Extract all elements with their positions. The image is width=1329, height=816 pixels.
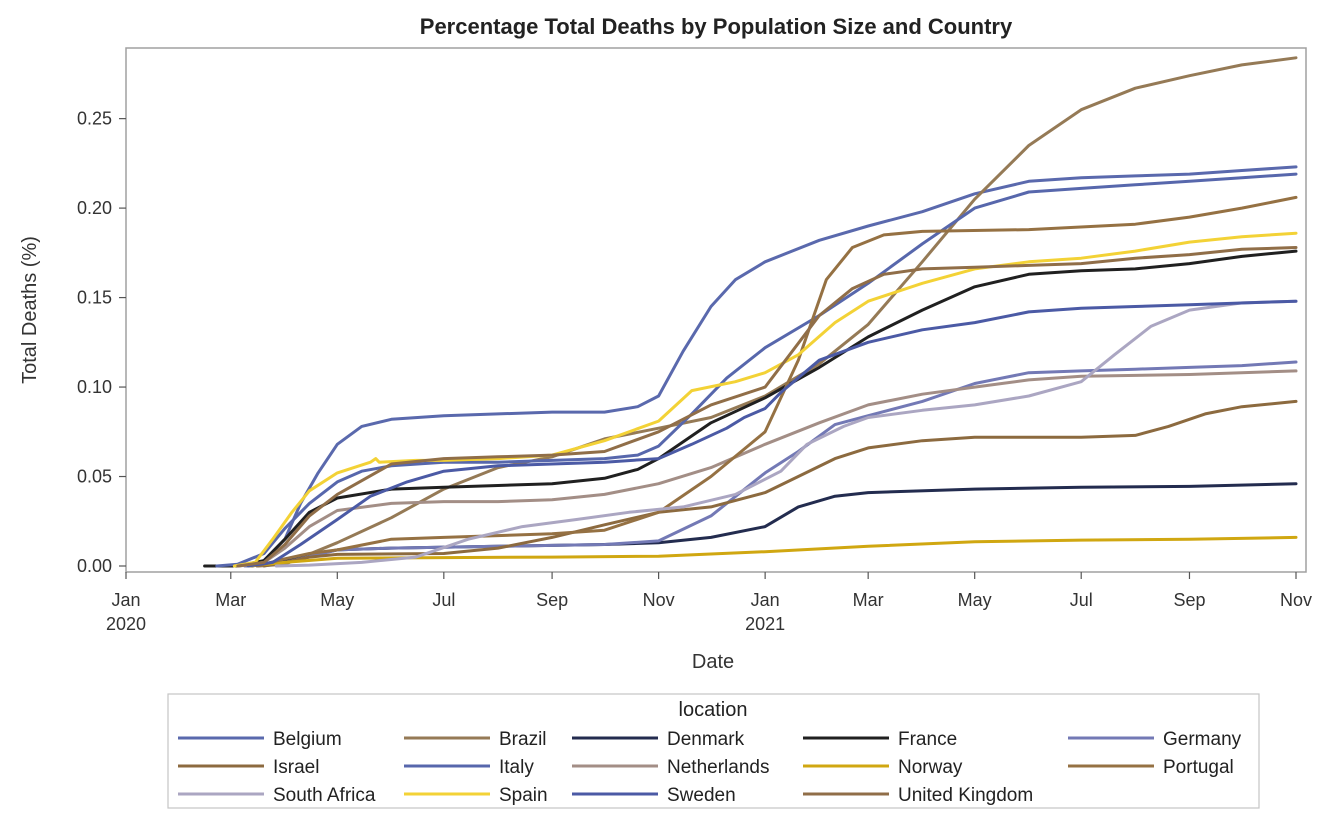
x-tick-label: Mar xyxy=(853,590,884,610)
legend-items: Belgium Brazil Denmark France Germany Israel I… xyxy=(178,729,1242,806)
x-tick-label: Sep xyxy=(1173,590,1205,610)
x-tick-label: Mar xyxy=(215,590,246,610)
y-tick-label: 0.05 xyxy=(77,467,112,487)
x-tick-label: Sep xyxy=(536,590,568,610)
legend-label-belgium: Belgium xyxy=(273,729,342,750)
x-tick-label: Nov xyxy=(1280,590,1312,610)
x-tick-label: May xyxy=(320,590,354,610)
plot-frame xyxy=(125,47,1307,573)
legend-label-netherlands: Netherlands xyxy=(667,757,769,778)
x-tick-year-label: 2020 xyxy=(106,614,146,634)
x-tick-label: Jan xyxy=(751,590,780,610)
series-line-sweden xyxy=(246,299,1298,568)
legend-label-south-africa: South Africa xyxy=(273,785,376,806)
series-line-norway xyxy=(248,535,1298,568)
x-axis-label: Date xyxy=(692,651,734,673)
series-line-netherlands xyxy=(238,369,1298,568)
series-line-italy xyxy=(215,172,1298,568)
y-axis-label: Total Deaths (%) xyxy=(19,236,41,384)
y-tick-label: 0.25 xyxy=(77,109,112,129)
legend-label-italy: Italy xyxy=(499,757,534,778)
series-line-france xyxy=(203,249,1298,568)
x-tick-label: Nov xyxy=(643,590,675,610)
y-tick-label: 0.20 xyxy=(77,198,112,218)
series-line-south-africa xyxy=(274,299,1298,568)
legend-label-germany: Germany xyxy=(1163,729,1242,750)
series-line-israel xyxy=(262,399,1298,568)
legend-title: location xyxy=(679,699,748,721)
legend-label-norway: Norway xyxy=(898,757,963,778)
legend-label-united-kingdom: United Kingdom xyxy=(898,785,1033,806)
y-tick-label: 0.10 xyxy=(77,377,112,397)
y-axis: 0.00 0.05 0.10 0.15 0.20 0.25 xyxy=(77,109,126,576)
legend-label-france: France xyxy=(898,729,957,750)
chart-title: Percentage Total Deaths by Population Si… xyxy=(420,14,1013,39)
series-line-portugal xyxy=(255,195,1298,568)
series-line-united-kingdom xyxy=(236,246,1298,568)
x-tick-label: May xyxy=(958,590,992,610)
legend-label-sweden: Sweden xyxy=(667,785,736,806)
legend-label-portugal: Portugal xyxy=(1163,757,1234,778)
y-tick-label: 0.00 xyxy=(77,556,112,576)
series-line-belgium xyxy=(245,165,1298,568)
legend-label-spain: Spain xyxy=(499,785,548,806)
x-tick-label: Jul xyxy=(1070,590,1093,610)
series-line-brazil xyxy=(257,56,1298,568)
legend-label-denmark: Denmark xyxy=(667,729,745,750)
legend-frame xyxy=(167,693,1260,809)
series-lines xyxy=(203,56,1298,568)
legend-label-brazil: Brazil xyxy=(499,729,547,750)
x-axis: Jan 2020 Mar May Jul Sep Nov Jan 2021 Mar May Jul Se… xyxy=(106,572,1312,634)
legend-label-israel: Israel xyxy=(273,757,319,778)
legend: location Belgium Brazil Denmark France Germa… xyxy=(167,693,1260,809)
x-tick-label: Jul xyxy=(432,590,455,610)
series-line-spain xyxy=(232,231,1298,568)
y-tick-label: 0.15 xyxy=(77,288,112,308)
x-tick-year-label: 2021 xyxy=(745,614,785,634)
x-tick-label: Jan xyxy=(111,590,140,610)
